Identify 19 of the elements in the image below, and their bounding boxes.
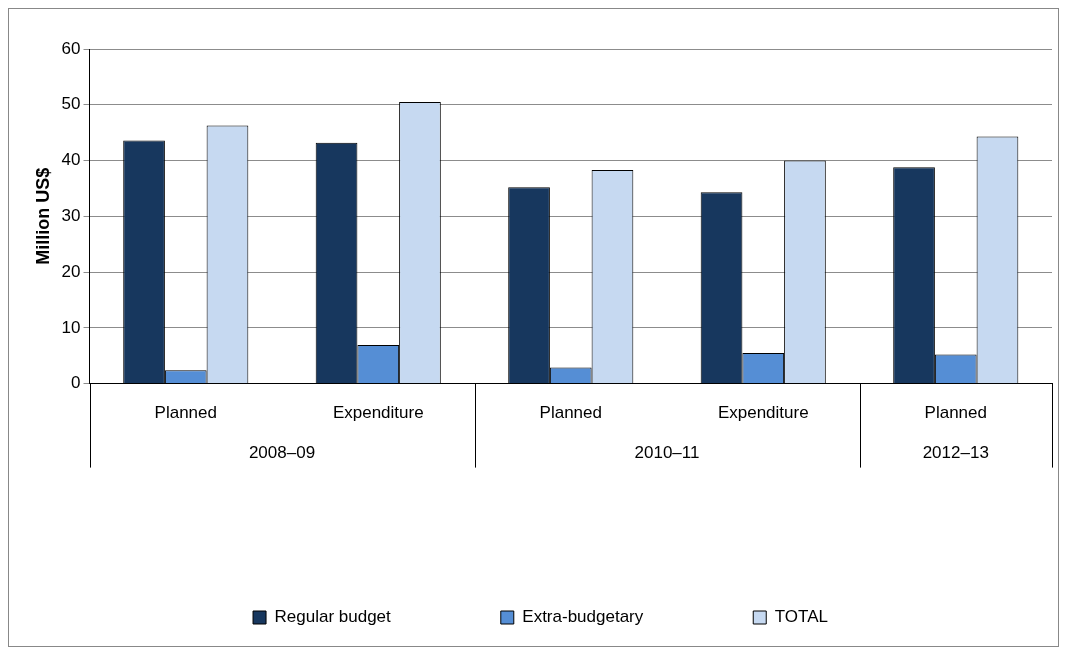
y-tick-label: 50 bbox=[61, 94, 81, 114]
x-tick-label: Planned bbox=[154, 403, 217, 423]
y-tick-label: 60 bbox=[61, 38, 81, 58]
y-tick-label: 40 bbox=[61, 150, 81, 170]
x-tick-label: Expenditure bbox=[332, 403, 424, 423]
x-tick-label: Expenditure bbox=[717, 403, 809, 423]
y-axis-title: Million US$ bbox=[32, 167, 53, 265]
text: 2010–11 bbox=[634, 443, 700, 463]
y-tick-label: 20 bbox=[61, 261, 81, 281]
x-tick-label: Planned bbox=[539, 403, 602, 423]
legend-label: Extra-budgetary bbox=[522, 607, 644, 627]
text: 2012–13 bbox=[922, 443, 989, 463]
y-tick-label: 10 bbox=[61, 317, 81, 337]
legend-label: TOTAL bbox=[774, 607, 828, 627]
text: 2008–09 bbox=[248, 443, 316, 463]
x-tick-label: Planned bbox=[924, 403, 987, 423]
y-tick-label: 0 bbox=[71, 373, 81, 393]
legend-label: Regular budget bbox=[274, 607, 392, 627]
y-tick-label: 30 bbox=[61, 205, 81, 225]
